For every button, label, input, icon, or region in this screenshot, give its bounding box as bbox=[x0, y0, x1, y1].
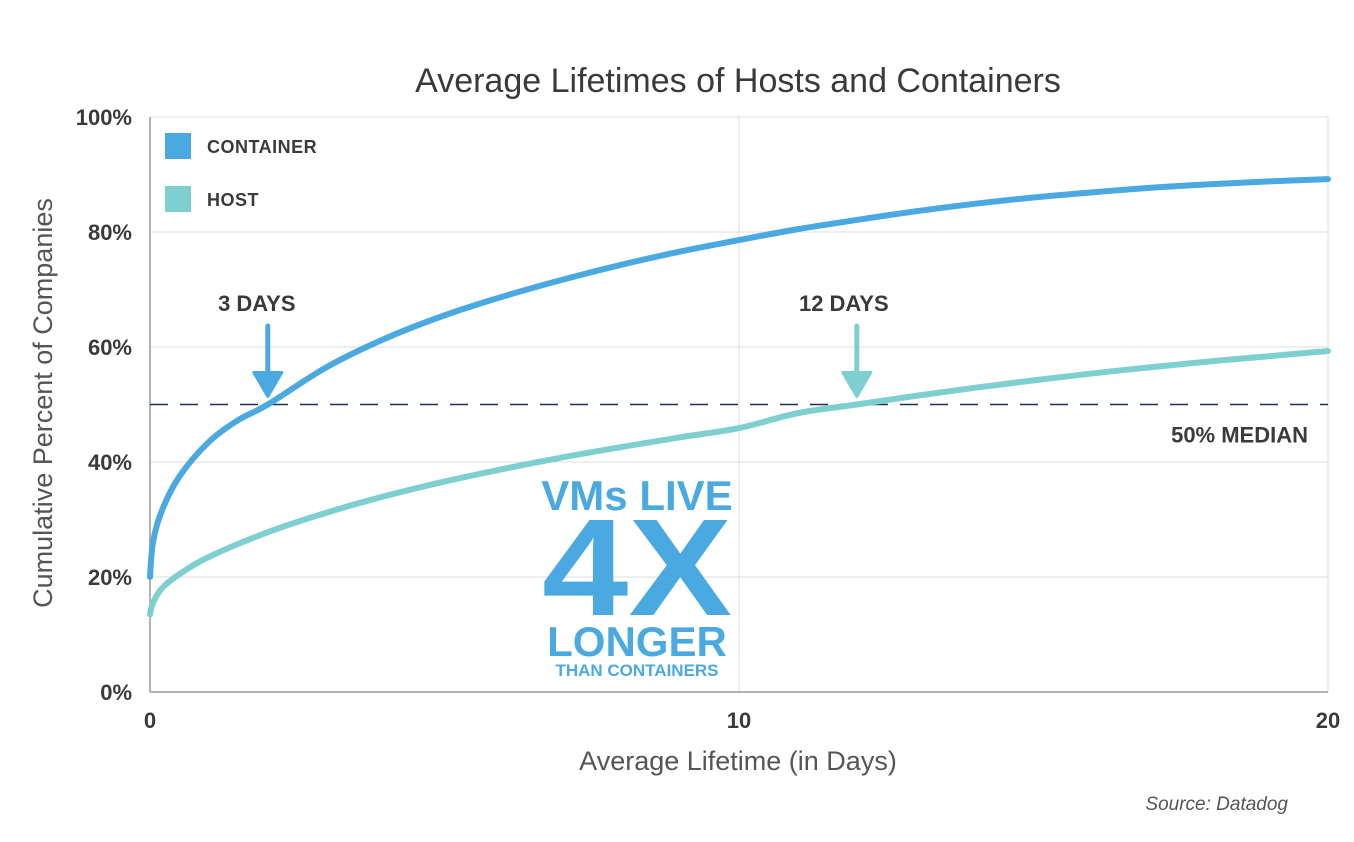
x-tick-label: 20 bbox=[1316, 708, 1340, 733]
legend-label-host: HOST bbox=[207, 190, 259, 210]
legend-swatch-container bbox=[165, 133, 191, 159]
source-note: Source: Datadog bbox=[1145, 794, 1288, 815]
x-tick-label: 0 bbox=[144, 708, 156, 733]
annotation-arrow-head bbox=[252, 371, 284, 398]
y-tick-label: 0% bbox=[100, 680, 132, 705]
callout-line-4: THAN CONTAINERS bbox=[555, 661, 718, 680]
y-tick-label: 20% bbox=[88, 565, 132, 590]
annotation-arrow-head bbox=[841, 371, 873, 398]
y-tick-label: 80% bbox=[88, 220, 132, 245]
callout-line-3: LONGER bbox=[547, 618, 727, 665]
y-tick-label: 40% bbox=[88, 450, 132, 475]
legend-swatch-host bbox=[165, 186, 191, 212]
callout: VMs LIVE 4X LONGER THAN CONTAINERS bbox=[541, 472, 732, 680]
y-axis-label: Cumulative Percent of Companies bbox=[28, 198, 58, 608]
callout-line-2: 4X bbox=[542, 491, 732, 645]
annotations: 3 DAYS 12 DAYS bbox=[218, 291, 889, 398]
series-line-host bbox=[147, 348, 1331, 618]
x-tick-label: 10 bbox=[727, 708, 751, 733]
annotation-label: 12 DAYS bbox=[799, 291, 889, 316]
y-tick-label: 60% bbox=[88, 335, 132, 360]
x-axis-label: Average Lifetime (in Days) bbox=[579, 746, 897, 776]
annotation-label: 3 DAYS bbox=[218, 291, 295, 316]
data-series bbox=[147, 176, 1331, 618]
median-label: 50% MEDIAN bbox=[1171, 423, 1308, 448]
tick-labels: 0% 20% 40% 60% 80% 100% 0 10 20 bbox=[76, 105, 1341, 733]
series-line-container bbox=[147, 176, 1331, 580]
legend-label-container: CONTAINER bbox=[207, 137, 317, 157]
median-reference: 50% MEDIAN bbox=[150, 403, 1328, 448]
grid-lines bbox=[150, 116, 1329, 692]
legend: CONTAINER HOST bbox=[165, 133, 317, 212]
y-tick-label: 100% bbox=[76, 105, 132, 130]
chart-title: Average Lifetimes of Hosts and Container… bbox=[415, 62, 1061, 100]
callout-line-1: VMs LIVE bbox=[541, 472, 732, 519]
